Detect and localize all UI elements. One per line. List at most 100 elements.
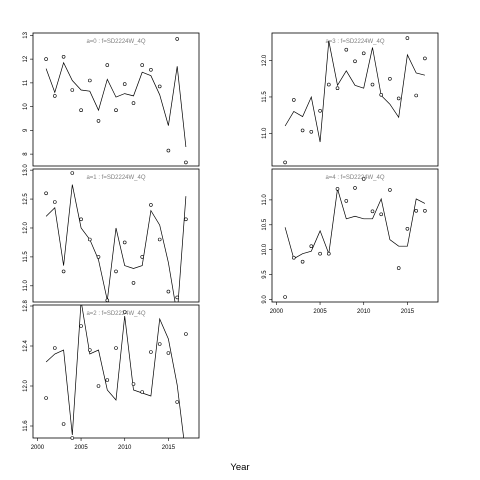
- panel-frame: [271, 168, 439, 303]
- observed-point: [361, 177, 366, 181]
- panel-frame: [271, 32, 439, 167]
- observed-point: [166, 289, 171, 294]
- y-tick-label: 11.0: [23, 280, 29, 292]
- x-tick-label: 2015: [401, 309, 415, 315]
- y-tick-label: 9.5: [262, 270, 268, 279]
- observed-point: [379, 93, 384, 97]
- fitted-line: [284, 40, 425, 143]
- observed-point: [309, 130, 314, 134]
- y-tick-label: 12.0: [23, 380, 29, 392]
- observed-point: [131, 382, 136, 386]
- x-tick-label: 2000: [31, 445, 45, 451]
- observed-point: [131, 281, 136, 285]
- panel-label: a=2 : f=SD2224W_4Q: [86, 311, 145, 317]
- observed-point: [131, 101, 136, 105]
- observed-point: [423, 209, 427, 213]
- observed-point: [140, 255, 144, 259]
- observed-point: [122, 310, 127, 314]
- observed-point: [157, 237, 162, 242]
- observed-point: [405, 227, 410, 231]
- observed-point: [344, 199, 349, 203]
- y-tick-label: 11.0: [262, 127, 268, 139]
- observed-point: [105, 378, 110, 382]
- observed-point: [318, 251, 322, 256]
- observed-point: [405, 36, 410, 40]
- observed-point: [318, 109, 322, 113]
- observed-point: [414, 93, 419, 98]
- y-tick-label: 12.0: [262, 54, 268, 66]
- observed-point: [114, 108, 118, 112]
- y-tick-label: 9.0: [262, 295, 268, 304]
- observed-point: [61, 422, 66, 426]
- observed-point: [52, 94, 57, 98]
- panel-frame: [32, 168, 200, 303]
- observed-point: [175, 295, 179, 300]
- y-tick-label: 12.4: [23, 340, 29, 352]
- observed-point: [353, 59, 357, 64]
- x-tick-label: 2015: [162, 445, 176, 451]
- observed-point: [114, 269, 118, 274]
- observed-point: [291, 255, 296, 260]
- observed-point: [52, 200, 57, 204]
- y-tick-label: 12.5: [23, 193, 29, 205]
- y-tick-label: 11.5: [23, 251, 29, 263]
- observed-point: [96, 255, 101, 259]
- y-tick-label: 13: [23, 31, 29, 38]
- observed-point: [88, 237, 92, 242]
- panels: a=0 : f=SD2224W_4Q 8 9 10 11 12 13 a=1 : f=SD22…: [23, 31, 439, 451]
- observed-point: [79, 108, 83, 112]
- panel-3: a=3 : f=SD2224W_4Q 11.0 11.5 12.0: [262, 32, 439, 167]
- fitted-line: [284, 188, 426, 260]
- y-tick-label: 10.5: [262, 218, 268, 230]
- observed-point: [388, 188, 392, 192]
- observed-point: [79, 324, 83, 328]
- observed-point: [149, 350, 153, 354]
- observed-point: [379, 212, 384, 217]
- observed-point: [300, 128, 305, 133]
- y-tick-label: 10: [23, 103, 29, 110]
- x-tick-label: 2010: [118, 445, 132, 451]
- observed-point: [388, 77, 392, 81]
- observed-point: [88, 78, 92, 83]
- y-tick-label: 13.0: [23, 164, 29, 176]
- observed-point: [44, 57, 48, 61]
- fitted-line: [45, 61, 187, 148]
- observed-point: [370, 209, 375, 214]
- x-tick-label: 2010: [357, 309, 371, 315]
- observed-point: [184, 332, 188, 336]
- observed-point: [396, 96, 401, 101]
- y-tick-label: 11: [23, 79, 29, 86]
- fitted-line: [45, 305, 185, 438]
- panel-frame: [32, 304, 200, 439]
- observed-point: [166, 148, 171, 153]
- observed-point: [184, 160, 188, 165]
- observed-point: [175, 400, 179, 404]
- observed-point: [44, 191, 48, 196]
- observed-point: [79, 217, 83, 222]
- y-tick-label: 10.0: [262, 243, 268, 255]
- y-tick-label: 12.0: [23, 221, 29, 233]
- panel-2: a=2 : f=SD2224W_4Q 11.6 12.0 12.4 12.8 2000 20…: [23, 300, 200, 451]
- y-tick-label: 12: [23, 55, 29, 62]
- observed-point: [52, 346, 57, 350]
- observed-point: [423, 56, 427, 61]
- observed-point: [140, 63, 144, 67]
- observed-point: [166, 351, 171, 355]
- panel-4: a=4 : f=SD2224W_4Q 9.0 9.5 10.0 10.5 11.0 2000…: [262, 168, 439, 315]
- fitted-line: [45, 184, 187, 302]
- x-axis-title: Year: [230, 462, 249, 473]
- observed-point: [184, 217, 188, 222]
- observed-point: [283, 160, 287, 165]
- observed-point: [335, 86, 340, 90]
- observed-point: [70, 88, 75, 92]
- panel-1: a=1 : f=SD2224W_4Q 11.0 11.5 12.0 12.5 13.0: [23, 164, 200, 303]
- observed-point: [105, 298, 110, 303]
- panel-label: a=4 : f=SD2224W_4Q: [325, 175, 384, 181]
- panel-label: a=3 : f=SD2224W_4Q: [325, 39, 384, 45]
- observed-point: [175, 37, 179, 41]
- observed-point: [370, 82, 375, 87]
- observed-point: [149, 68, 153, 72]
- panel-0: a=0 : f=SD2224W_4Q 8 9 10 11 12 13: [23, 31, 200, 167]
- observed-point: [61, 54, 66, 59]
